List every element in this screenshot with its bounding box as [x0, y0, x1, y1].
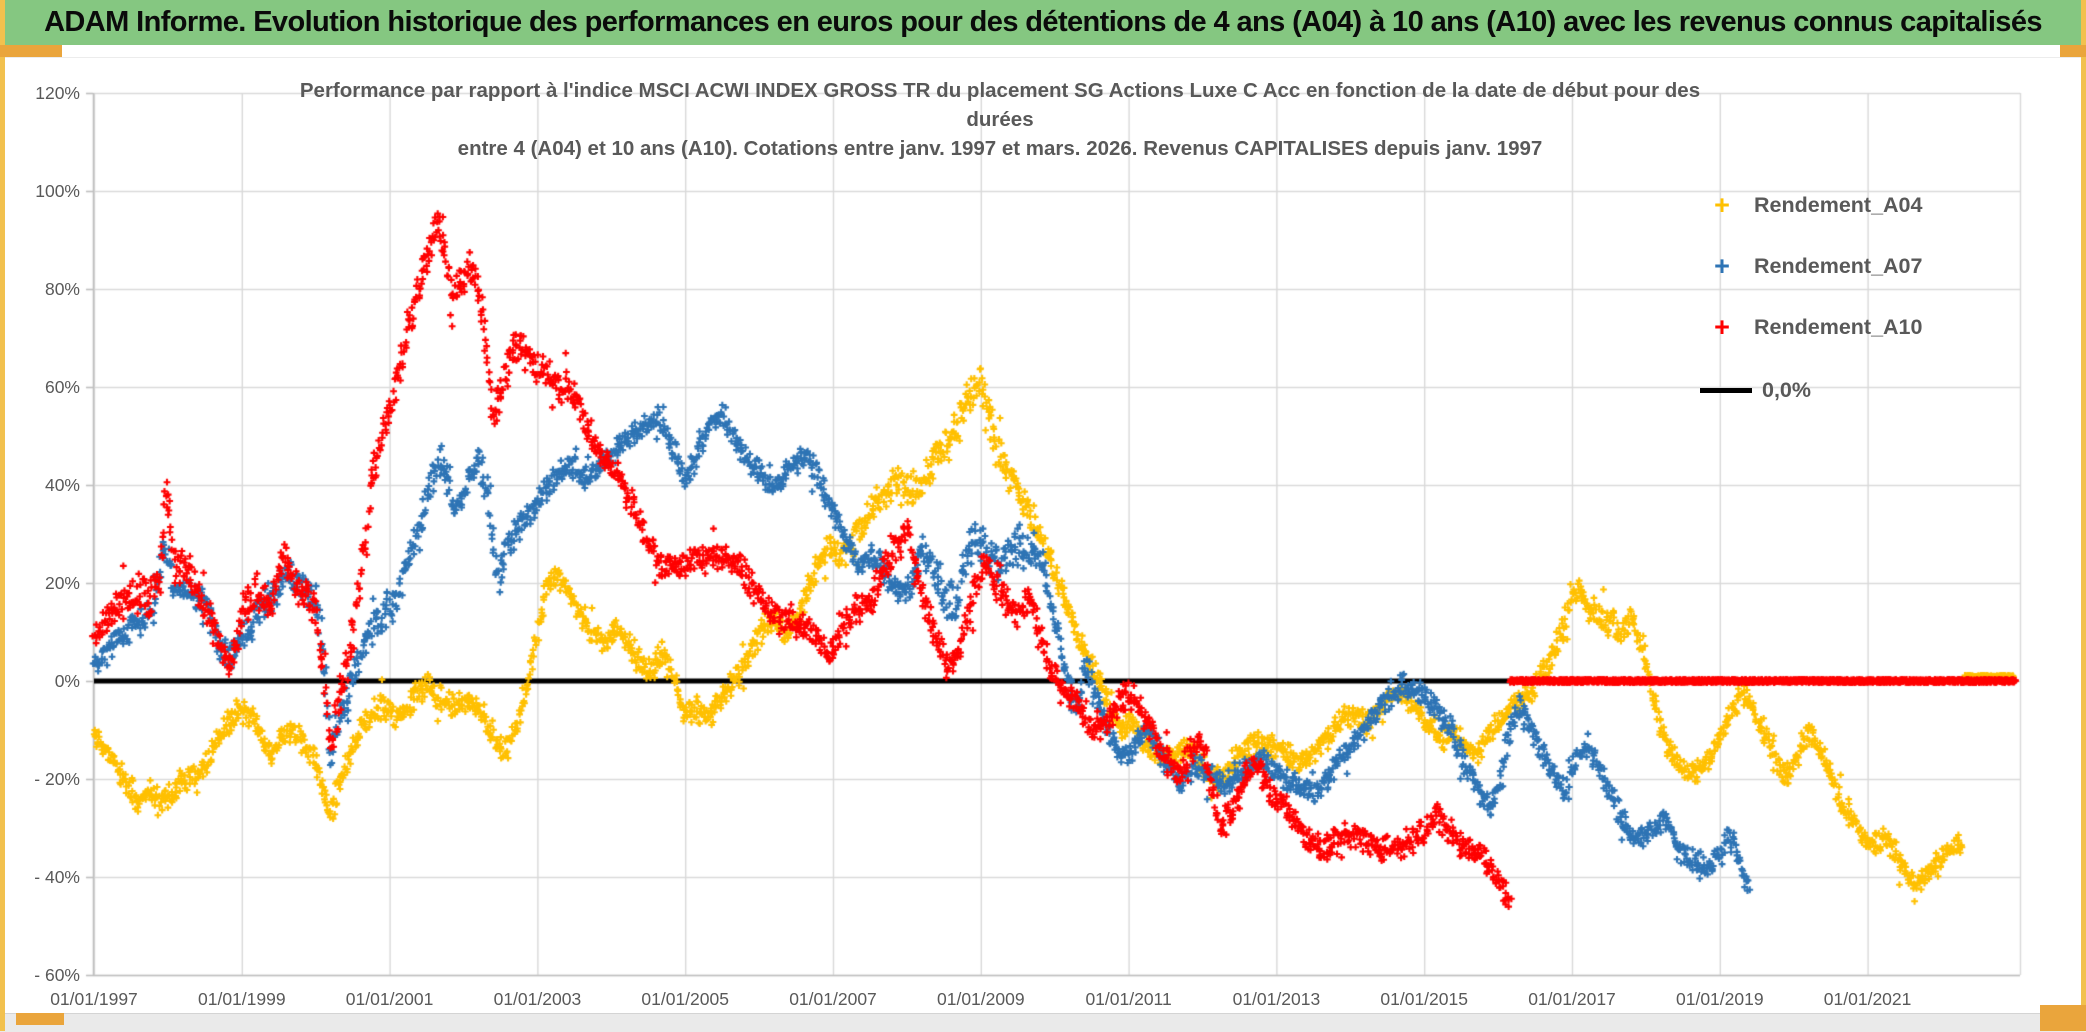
chart-title-line-2: durées: [966, 108, 1034, 131]
legend-label: Rendement_A10: [1754, 314, 1923, 339]
legend-plus-marker: +: [1714, 251, 1730, 281]
legend-zero-line-swatch: [1700, 387, 1752, 393]
x-tick-label: 01/01/2003: [493, 989, 582, 1009]
x-tick-label: 01/01/2009: [937, 989, 1025, 1009]
gold-corner-bottom-left: [16, 1013, 64, 1025]
legend-label: 0,0%: [1762, 377, 1812, 402]
chart-title: Performance par rapport à l'indice MSCI …: [150, 76, 1850, 163]
y-tick-label: 100%: [35, 181, 80, 201]
legend-plus-marker: +: [1714, 190, 1730, 220]
x-tick-label: 01/01/2005: [641, 989, 729, 1009]
y-tick-label: - 20%: [34, 769, 80, 789]
x-tick-label: 01/01/2021: [1823, 989, 1912, 1009]
gold-corner-bottom-right: [2040, 1005, 2086, 1031]
x-tick-label: 01/01/2007: [789, 989, 877, 1009]
legend-plus-marker: +: [1714, 312, 1730, 342]
x-tick-label: 01/01/2017: [1528, 989, 1616, 1009]
chart-title-line-1: Performance par rapport à l'indice MSCI …: [299, 79, 1701, 102]
x-tick-label: 01/01/2013: [1232, 989, 1321, 1009]
legend-item-rendement-a10: + Rendement_A10: [1700, 310, 1922, 344]
legend-item-rendement-a07: + Rendement_A07: [1700, 249, 1922, 283]
x-tick-label: 01/01/1997: [50, 989, 138, 1009]
legend-label: Rendement_A07: [1754, 253, 1923, 278]
x-tick-label: 01/01/2019: [1676, 989, 1764, 1009]
y-tick-label: 60%: [44, 377, 80, 397]
y-tick-label: 40%: [44, 475, 80, 495]
bottom-gray-strip: [0, 1013, 2086, 1032]
report-title: ADAM Informe. Evolution historique des p…: [44, 6, 2042, 38]
x-tick-label: 01/01/2011: [1085, 989, 1172, 1009]
gold-corner-top-right: [2060, 45, 2086, 57]
gold-border-right: [2081, 0, 2086, 1031]
x-tick-label: 01/01/1999: [198, 989, 286, 1009]
y-tick-label: - 40%: [34, 867, 80, 887]
legend-label: Rendement_A04: [1754, 192, 1923, 217]
gold-border-left: [0, 0, 5, 1031]
chart-title-line-3: entre 4 (A04) et 10 ans (A10). Cotations…: [457, 137, 1543, 160]
x-tick-label: 01/01/2001: [345, 989, 434, 1009]
x-tick-label: 01/01/2015: [1380, 989, 1468, 1009]
y-tick-label: 20%: [44, 573, 80, 593]
y-tick-label: 80%: [44, 279, 80, 299]
y-tick-label: - 60%: [34, 965, 80, 985]
gold-corner-top-left: [0, 45, 62, 57]
y-tick-label: 120%: [35, 83, 80, 103]
legend-item-rendement-a04: + Rendement_A04: [1700, 188, 1922, 222]
report-header-banner: ADAM Informe. Evolution historique des p…: [2, 0, 2084, 45]
y-tick-label: 0%: [54, 671, 80, 691]
legend-item-0-0-: 0,0%: [1700, 373, 1811, 407]
